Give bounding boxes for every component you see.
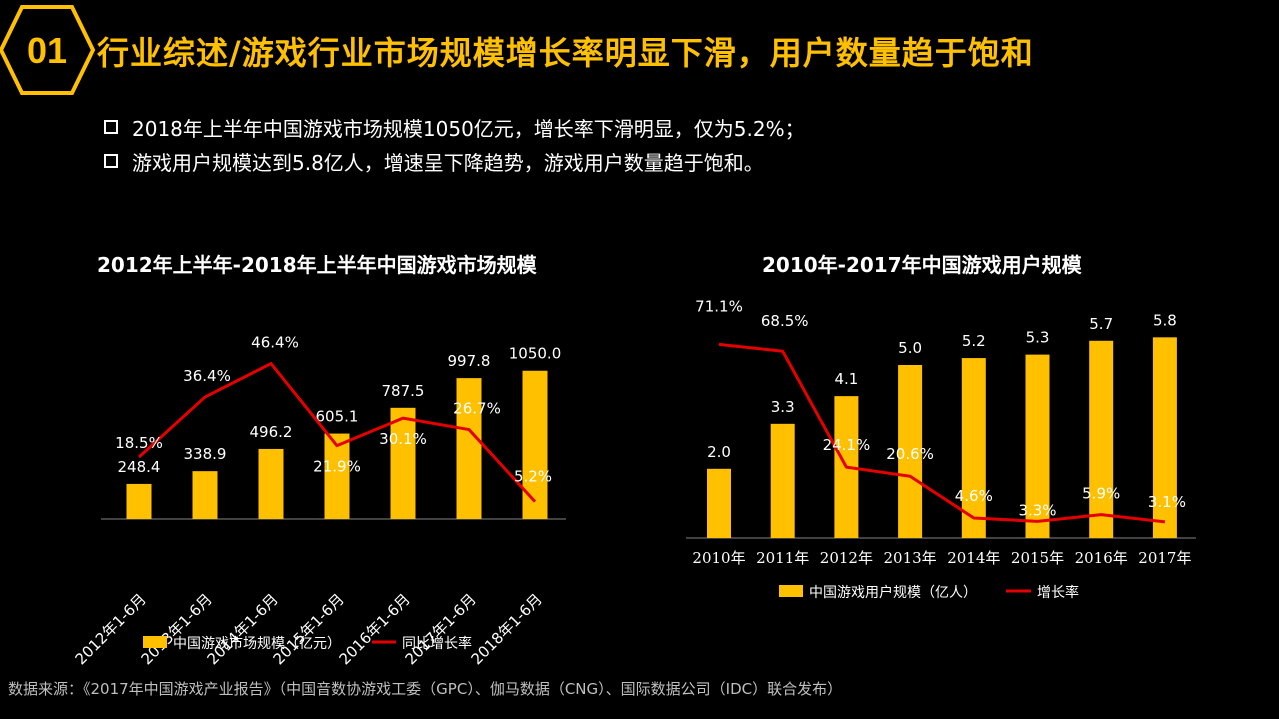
bar-value-label: 5.8 <box>1153 311 1177 329</box>
summary-bullets: 2018年上半年中国游戏市场规模1050亿元，增长率下滑明显，仅为5.2%； 游… <box>104 110 805 178</box>
x-tick-label: 2011年 <box>756 549 809 567</box>
x-tick-label: 2015年 <box>1011 549 1064 567</box>
growth-rate-label: 24.1% <box>823 436 871 454</box>
bar <box>1025 354 1050 538</box>
growth-rate-label: 68.5% <box>761 312 809 330</box>
bar-value-label: 338.9 <box>184 445 227 463</box>
bar-value-label: 5.0 <box>898 339 922 357</box>
bar <box>390 407 416 519</box>
growth-rate-label: 26.7% <box>453 400 501 418</box>
growth-rate-label: 4.6% <box>955 487 993 505</box>
bar-value-label: 997.8 <box>448 352 491 370</box>
chart-title-market-size: 2012年上半年-2018年上半年中国游戏市场规模 <box>97 253 537 277</box>
growth-rate-label: 3.3% <box>1018 501 1056 519</box>
bullet-text: 游戏用户规模达到5.8亿人，增速呈下降趋势，游戏用户数量趋于饱和。 <box>132 150 764 175</box>
bar-value-label: 787.5 <box>382 382 425 400</box>
bar-value-label: 3.3 <box>771 398 795 416</box>
bar <box>192 471 218 519</box>
legend-bar-swatch <box>779 585 803 597</box>
legend-bar-swatch <box>143 636 167 648</box>
chart-market-size: 248.42012年1-6月338.92013年1-6月496.22014年1-… <box>72 334 566 668</box>
data-source: 数据来源：《2017年中国游戏产业报告》（中国音数协游戏工委（GPC）、伽马数据… <box>8 680 843 698</box>
growth-rate-label: 21.9% <box>313 458 361 476</box>
bar-value-label: 5.7 <box>1089 315 1113 333</box>
bar-value-label: 496.2 <box>250 423 293 441</box>
growth-rate-label: 3.1% <box>1148 493 1186 511</box>
bar-value-label: 5.2 <box>962 332 986 350</box>
bullet-text: 2018年上半年中国游戏市场规模1050亿元，增长率下滑明显，仅为5.2%； <box>132 116 805 141</box>
bar-value-label: 1050.0 <box>509 345 562 363</box>
growth-rate-line <box>137 362 537 503</box>
square-bullet-icon <box>104 154 118 168</box>
x-tick-label: 2017年 <box>1138 549 1191 567</box>
bar <box>324 433 350 519</box>
page-title: 行业综述/游戏行业市场规模增长率明显下滑，用户数量趋于饱和 <box>97 34 1034 72</box>
bar <box>961 358 986 538</box>
bar-value-label: 4.1 <box>834 370 858 388</box>
bar-value-label: 605.1 <box>316 408 359 426</box>
x-tick-label: 2013年 <box>884 549 937 567</box>
bar-value-label: 2.0 <box>707 443 731 461</box>
bar <box>1089 340 1114 538</box>
legend-line-label: 同比增长率 <box>402 635 472 652</box>
section-number: 01 <box>27 30 67 71</box>
bar <box>456 378 482 519</box>
bar <box>258 448 284 519</box>
bar-value-label: 5.3 <box>1026 329 1050 347</box>
bullet-item: 游戏用户规模达到5.8亿人，增速呈下降趋势，游戏用户数量趋于饱和。 <box>104 144 805 178</box>
square-bullet-icon <box>104 120 118 134</box>
growth-rate-label: 71.1% <box>695 297 743 315</box>
bullet-item: 2018年上半年中国游戏市场规模1050亿元，增长率下滑明显，仅为5.2%； <box>104 110 805 144</box>
bar <box>770 423 795 538</box>
growth-rate-line <box>718 342 1166 524</box>
chart-user-size: 2.0 2010年 3.3 2011年 4.1 2012年 5.0 2013年 5.2 2014年… <box>686 297 1196 601</box>
legend-bar-label: 中国游戏市场规模（亿元） <box>173 635 341 652</box>
bar <box>1152 337 1177 538</box>
x-tick-label: 2010年 <box>692 549 745 567</box>
growth-rate-label: 46.4% <box>251 334 299 352</box>
x-tick-label: 2012年 <box>820 549 873 567</box>
growth-rate-label: 5.2% <box>514 468 552 486</box>
growth-rate-label: 30.1% <box>379 430 427 448</box>
legend-bar-label: 中国游戏用户规模（亿人） <box>809 584 977 601</box>
bar <box>898 365 923 538</box>
x-tick-label: 2018年1-6月 <box>468 590 546 668</box>
x-tick-label: 2014年 <box>947 549 1000 567</box>
growth-rate-label: 18.5% <box>115 434 163 452</box>
bar <box>707 468 731 538</box>
bar <box>126 483 152 519</box>
x-tick-label: 2016年 <box>1075 549 1128 567</box>
growth-rate-label: 5.9% <box>1082 485 1120 503</box>
bar <box>522 370 548 519</box>
chart-title-user-size: 2010年-2017年中国游戏用户规模 <box>762 253 1082 277</box>
growth-rate-label: 20.6% <box>886 445 934 463</box>
legend-line-label: 增长率 <box>1037 584 1079 601</box>
bar-value-label: 248.4 <box>118 458 161 476</box>
section-number-badge: 01 <box>0 5 96 95</box>
growth-rate-label: 36.4% <box>183 367 231 385</box>
